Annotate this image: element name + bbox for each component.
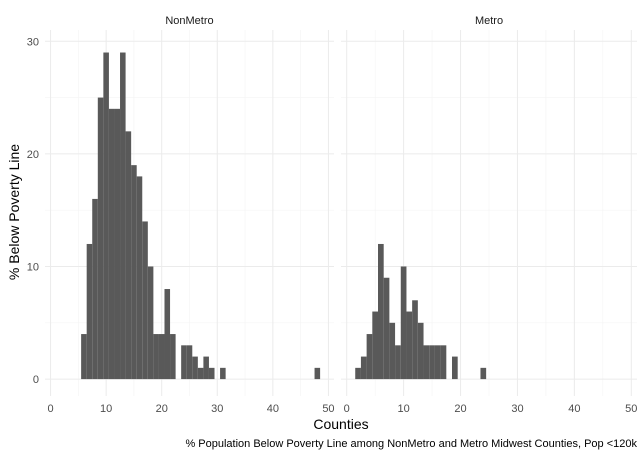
x-tick-label: 50 bbox=[625, 403, 637, 415]
histogram-bar-nonmetro-11 bbox=[108, 108, 115, 380]
x-tick-label: 20 bbox=[156, 403, 168, 415]
histogram-bar-metro-16 bbox=[434, 345, 441, 380]
histogram-bar-metro-4 bbox=[366, 334, 373, 380]
histogram-bar-metro-24 bbox=[480, 367, 487, 380]
y-tick-label: 30 bbox=[27, 36, 39, 48]
histogram-bar-nonmetro-25 bbox=[186, 345, 193, 380]
x-tick-label: 50 bbox=[322, 403, 334, 415]
histogram-bar-metro-15 bbox=[429, 345, 435, 380]
facet-label-nonmetro: NonMetro bbox=[165, 15, 213, 27]
histogram-bar-nonmetro-14 bbox=[125, 131, 132, 380]
y-axis-title: % Below Poverty Line bbox=[6, 144, 22, 280]
histogram-bar-metro-5 bbox=[372, 311, 378, 380]
x-tick-label: 10 bbox=[397, 403, 409, 415]
histogram-bar-nonmetro-48 bbox=[314, 367, 321, 380]
x-tick-label: 40 bbox=[568, 403, 580, 415]
x-tick-label: 40 bbox=[267, 403, 279, 415]
x-tick-label: 20 bbox=[454, 403, 466, 415]
x-tick-label: 0 bbox=[47, 403, 53, 415]
histogram-bar-metro-6 bbox=[378, 243, 384, 380]
histogram-bar-nonmetro-28 bbox=[203, 356, 209, 380]
facet-label-metro: Metro bbox=[475, 15, 503, 27]
histogram-bar-nonmetro-10 bbox=[103, 52, 109, 380]
facet-panels: NonMetro 0 10 20 30 40 50 0 10 20 30 Metro 0 10 20 30 40… bbox=[27, 15, 638, 415]
histogram-bar-nonmetro-21 bbox=[164, 289, 171, 380]
histogram-bar-nonmetro-31 bbox=[220, 367, 226, 380]
histogram-bar-nonmetro-22 bbox=[170, 334, 176, 380]
x-tick-label: 10 bbox=[100, 403, 112, 415]
histogram-bar-nonmetro-17 bbox=[142, 221, 148, 380]
histogram-bar-nonmetro-12 bbox=[114, 108, 121, 380]
histogram-bar-nonmetro-24 bbox=[181, 345, 187, 380]
histogram-bar-nonmetro-27 bbox=[197, 367, 204, 380]
histogram-bar-metro-9 bbox=[395, 345, 401, 380]
histogram-bar-nonmetro-7 bbox=[86, 243, 93, 380]
histogram-bar-nonmetro-15 bbox=[131, 165, 137, 380]
histogram-bar-metro-12 bbox=[412, 300, 418, 380]
chart-caption: % Population Below Poverty Line among No… bbox=[185, 438, 637, 450]
facet-metro: Metro 0 10 20 30 40 50 bbox=[341, 15, 637, 415]
x-tick-label: 30 bbox=[211, 403, 223, 415]
y-tick-label: 20 bbox=[27, 149, 39, 161]
x-tick-label: 30 bbox=[511, 403, 523, 415]
histogram-bar-nonmetro-20 bbox=[158, 334, 165, 380]
histogram-bar-nonmetro-9 bbox=[97, 97, 104, 380]
histogram-bar-metro-11 bbox=[406, 311, 413, 380]
facet-nonmetro: NonMetro 0 10 20 30 40 50 0 10 20 30 bbox=[27, 15, 335, 415]
histogram-bar-nonmetro-8 bbox=[92, 198, 98, 380]
histogram-bar-nonmetro-16 bbox=[136, 176, 143, 380]
histogram-bar-metro-17 bbox=[440, 345, 447, 380]
histogram-bar-metro-3 bbox=[360, 356, 367, 380]
histogram-bar-metro-19 bbox=[452, 356, 458, 380]
histogram-bar-nonmetro-18 bbox=[147, 266, 154, 380]
histogram-bar-nonmetro-19 bbox=[153, 334, 159, 380]
y-tick-label: 10 bbox=[27, 261, 39, 273]
y-tick-label: 0 bbox=[33, 374, 39, 386]
histogram-bar-nonmetro-13 bbox=[120, 52, 126, 380]
histogram-bar-nonmetro-6 bbox=[81, 334, 87, 380]
histogram-bar-metro-2 bbox=[355, 367, 361, 380]
histogram-bar-metro-8 bbox=[389, 322, 396, 380]
x-tick-label: 0 bbox=[344, 403, 350, 415]
x-axis-title: Counties bbox=[313, 416, 368, 432]
histogram-bar-nonmetro-26 bbox=[192, 356, 198, 380]
histogram-bar-metro-7 bbox=[383, 277, 390, 380]
histogram-bar-nonmetro-29 bbox=[208, 367, 215, 380]
histogram-bar-metro-13 bbox=[417, 322, 424, 380]
histogram-bar-metro-10 bbox=[400, 266, 407, 380]
histogram-bar-metro-14 bbox=[423, 345, 430, 380]
